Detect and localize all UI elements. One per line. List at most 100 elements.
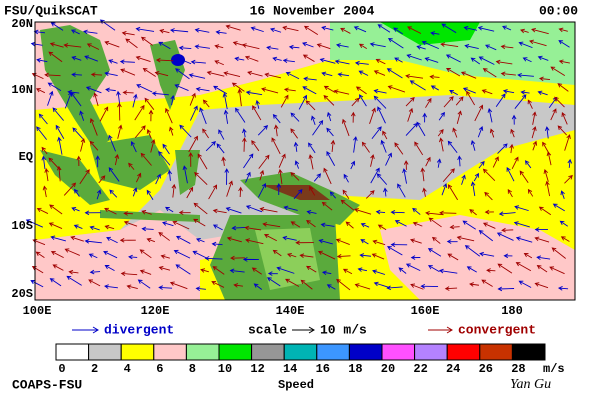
wind-arrow (285, 278, 300, 287)
wind-arrow (36, 58, 48, 63)
wind-arrow (445, 54, 461, 63)
wind-arrow (96, 189, 102, 200)
wind-arrow (245, 238, 264, 245)
wind-arrow (340, 27, 351, 34)
wind-arrow (252, 105, 262, 121)
wind-arrow (172, 220, 190, 230)
wind-arrow (68, 269, 79, 275)
wind-arrow (136, 84, 153, 93)
land (40, 150, 110, 205)
wind-arrow (42, 185, 48, 198)
wind-arrow (232, 41, 244, 46)
wind-arrow (326, 127, 334, 137)
wind-arrow (66, 275, 82, 286)
wind-arrow (558, 27, 568, 33)
wind-arrow (503, 253, 513, 259)
wind-arrow (551, 247, 566, 259)
wind-arrow (225, 24, 241, 31)
wind-arrow (536, 255, 551, 260)
wind-arrow (442, 168, 455, 183)
wind-arrow (456, 235, 475, 242)
wind-arrow (140, 36, 153, 46)
wind-arrow (93, 92, 99, 107)
wind-arrow (167, 169, 172, 181)
wind-arrow (500, 44, 514, 50)
wind-arrow (470, 181, 476, 197)
wind-arrow (558, 59, 570, 64)
wind-arrow (365, 190, 375, 199)
colorbar-label: 4 (124, 362, 131, 376)
wind-arrow (195, 86, 210, 92)
wind-arrow (398, 267, 407, 274)
wind-arrow (278, 168, 283, 185)
wind-arrow (421, 40, 439, 50)
wind-arrow (482, 222, 496, 229)
wind-arrow (165, 206, 174, 213)
colorbar-label: 18 (348, 362, 362, 376)
wind-arrow (333, 89, 350, 95)
wind-arrow (158, 265, 171, 271)
wind-arrow (420, 167, 426, 182)
wind-arrow (517, 72, 534, 78)
wind-arrow (514, 94, 527, 109)
wind-arrow (189, 105, 198, 121)
wind-arrow (405, 73, 424, 79)
wind-arrow (109, 189, 118, 198)
wind-arrow (326, 151, 336, 166)
wind-arrow (104, 224, 115, 230)
wind-arrow (272, 56, 282, 62)
wind-arrow (148, 109, 154, 122)
wind-arrow (235, 107, 246, 123)
wind-arrow (342, 118, 350, 137)
wind-arrow (501, 227, 514, 233)
wind-arrow (564, 174, 573, 184)
wind-arrow (267, 271, 278, 276)
wind-arrow (38, 113, 48, 125)
wind-arrow (436, 158, 442, 168)
wind-arrows (25, 19, 573, 292)
wind-arrow (158, 285, 173, 290)
wind-arrow (105, 87, 116, 93)
wind-arrow (557, 286, 569, 291)
wind-arrow (212, 266, 225, 275)
wind-arrow (437, 129, 444, 137)
wind-arrow (197, 153, 208, 170)
colorbar-label: 6 (156, 362, 163, 376)
wind-arrow (394, 57, 403, 63)
colorbar-box (120, 343, 155, 361)
wind-arrow (202, 99, 210, 108)
wind-arrow (361, 141, 370, 153)
wind-arrow (410, 255, 421, 260)
wind-arrow (527, 188, 534, 197)
wind-arrow (550, 66, 566, 76)
wind-arrow (89, 140, 99, 151)
wind-arrow (482, 168, 496, 181)
wind-arrow (373, 281, 390, 289)
wind-arrow (369, 107, 376, 124)
wind-arrow (214, 44, 224, 49)
wind-arrow (50, 250, 64, 259)
wind-arrow (414, 141, 424, 156)
wind-arrow (285, 71, 300, 80)
wind-arrow (538, 76, 551, 82)
wind-arrow (477, 26, 495, 32)
wind-arrow (293, 189, 303, 200)
wind-arrow (353, 136, 358, 153)
wind-arrow (30, 280, 44, 288)
wind-arrow (253, 283, 263, 290)
wind-arrow (95, 155, 101, 168)
wind-arrow (564, 134, 571, 151)
wind-arrow (510, 128, 515, 138)
wind-arrow (41, 146, 48, 155)
wind-arrow (309, 185, 316, 196)
wind-arrow (462, 220, 476, 230)
wind-arrow (255, 99, 260, 109)
wind-arrow (134, 125, 146, 139)
wind-arrow (169, 281, 188, 290)
wind-arrow (290, 171, 300, 181)
wind-arrow (230, 255, 245, 261)
wind-arrow (497, 143, 508, 154)
wind-arrow (135, 26, 155, 32)
wind-arrow (135, 172, 142, 183)
colorbar-box (348, 343, 383, 361)
